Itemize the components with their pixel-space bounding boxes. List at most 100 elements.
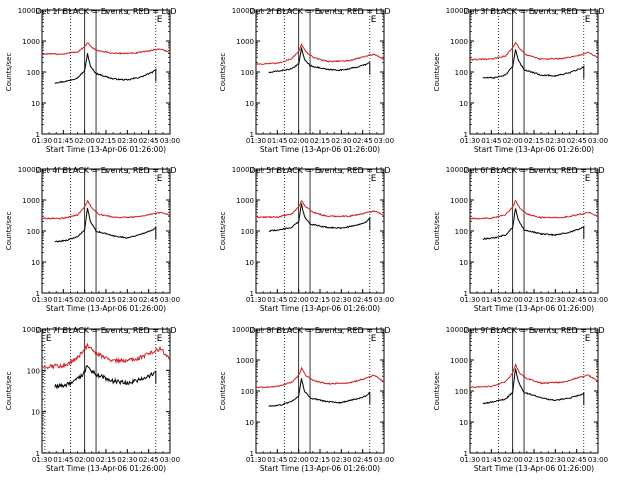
panel-det-5: Det 5f BLACK = Events, RED = LLD11010010… xyxy=(219,166,394,313)
y-tick-label: 10000 xyxy=(232,7,254,15)
y-tick-label: 10000 xyxy=(232,166,254,174)
series-lld-line xyxy=(41,199,171,220)
panel-det-2: Det 2f BLACK = Events, RED = LLD11010010… xyxy=(219,7,394,154)
x-tick-label: 02:45 xyxy=(567,456,587,464)
y-tick-label: 100 xyxy=(455,228,468,236)
x-tick-label: 01:45 xyxy=(481,137,501,145)
time-marker-label: E xyxy=(157,174,163,184)
time-marker-label: E xyxy=(46,334,52,344)
y-tick-label: 10 xyxy=(459,259,468,267)
x-tick-label: 02:15 xyxy=(310,456,330,464)
x-axis-label: Start Time (13-Apr-06 01:26:00) xyxy=(474,304,594,313)
x-tick-label: 02:00 xyxy=(289,456,309,464)
y-axis-label: Counts/sec xyxy=(5,212,13,251)
y-tick-label: 1000 xyxy=(22,38,40,46)
y-tick-label: 100 xyxy=(27,367,40,375)
series-events-line xyxy=(54,53,157,84)
y-tick-label: 10 xyxy=(245,100,254,108)
x-tick-label: 01:30 xyxy=(460,296,480,304)
series-events-line xyxy=(54,207,157,243)
x-tick-label: 01:45 xyxy=(267,137,287,145)
time-marker-label: E xyxy=(371,334,377,344)
y-tick-label: 10000 xyxy=(446,7,468,15)
panel-det-1: Det 1f BLACK = Events, RED = LLD11010010… xyxy=(5,7,180,154)
time-marker-label: E xyxy=(371,174,377,184)
series-events-line xyxy=(482,49,585,80)
series-lld-line xyxy=(255,199,385,219)
x-tick-label: 02:00 xyxy=(503,456,523,464)
panel-det-7: Det 7f BLACK = Events, RED = LLD11010010… xyxy=(5,326,180,473)
x-tick-label: 02:30 xyxy=(545,296,565,304)
x-axis-label: Start Time (13-Apr-06 01:26:00) xyxy=(46,464,166,473)
panel-det-6: Det 6f BLACK = Events, RED = LLD11010010… xyxy=(433,166,608,313)
y-tick-label: 10000 xyxy=(232,326,254,334)
y-tick-label: 1 xyxy=(36,450,40,458)
x-tick-label: 03:00 xyxy=(160,137,180,145)
y-tick-label: 10 xyxy=(31,100,40,108)
y-axis-label: Counts/sec xyxy=(219,372,227,411)
y-tick-label: 1000 xyxy=(236,38,254,46)
y-axis-label: Counts/sec xyxy=(219,212,227,251)
y-tick-label: 1 xyxy=(464,131,468,139)
y-tick-label: 1 xyxy=(250,290,254,298)
time-marker-label: E xyxy=(157,334,163,344)
y-tick-label: 10 xyxy=(31,259,40,267)
x-tick-label: 02:15 xyxy=(524,137,544,145)
time-marker-label: E xyxy=(585,174,591,184)
series-events-line xyxy=(268,203,371,232)
x-tick-label: 02:00 xyxy=(503,137,523,145)
x-tick-label: 02:30 xyxy=(331,296,351,304)
y-tick-label: 1 xyxy=(36,131,40,139)
x-tick-label: 02:00 xyxy=(75,296,95,304)
x-tick-label: 02:45 xyxy=(353,296,373,304)
x-tick-label: 02:15 xyxy=(524,456,544,464)
x-tick-label: 02:30 xyxy=(117,296,137,304)
y-tick-label: 100 xyxy=(27,69,40,77)
series-lld-line xyxy=(255,43,385,65)
x-tick-label: 02:15 xyxy=(524,296,544,304)
x-tick-label: 01:45 xyxy=(481,296,501,304)
panel-det-4: Det 4f BLACK = Events, RED = LLD11010010… xyxy=(5,166,180,313)
x-tick-label: 01:45 xyxy=(267,456,287,464)
x-tick-label: 03:00 xyxy=(374,137,394,145)
panel-det-9: Det 9f BLACK = Events, RED = LLD11010010… xyxy=(433,326,608,473)
y-axis-label: Counts/sec xyxy=(5,372,13,411)
y-tick-label: 100 xyxy=(455,69,468,77)
series-events-line xyxy=(482,368,585,406)
y-tick-label: 1 xyxy=(464,290,468,298)
x-tick-label: 01:30 xyxy=(246,137,266,145)
plot-frame xyxy=(469,9,599,135)
x-tick-label: 01:30 xyxy=(246,296,266,304)
x-tick-label: 02:30 xyxy=(545,456,565,464)
y-tick-label: 10 xyxy=(245,259,254,267)
x-tick-label: 02:15 xyxy=(310,137,330,145)
y-tick-label: 10000 xyxy=(446,326,468,334)
x-tick-label: 01:30 xyxy=(460,456,480,464)
x-tick-label: 01:30 xyxy=(32,137,52,145)
plot-frame xyxy=(255,9,385,135)
x-tick-label: 01:30 xyxy=(32,296,52,304)
x-tick-label: 03:00 xyxy=(588,137,608,145)
y-tick-label: 1000 xyxy=(236,357,254,365)
y-axis-label: Counts/sec xyxy=(433,212,441,251)
y-tick-label: 10000 xyxy=(446,166,468,174)
y-tick-label: 10 xyxy=(245,419,254,427)
panel-det-3: Det 3f BLACK = Events, RED = LLD11010010… xyxy=(433,7,608,154)
series-lld-line xyxy=(256,366,385,389)
y-tick-label: 1 xyxy=(250,450,254,458)
x-tick-label: 02:45 xyxy=(139,456,159,464)
x-tick-label: 02:00 xyxy=(75,456,95,464)
x-tick-label: 02:15 xyxy=(310,296,330,304)
x-tick-label: 02:45 xyxy=(353,137,373,145)
y-tick-label: 100 xyxy=(241,69,254,77)
x-axis-label: Start Time (13-Apr-06 01:26:00) xyxy=(46,304,166,313)
y-tick-label: 1 xyxy=(464,450,468,458)
y-tick-label: 1000 xyxy=(236,197,254,205)
series-events-line xyxy=(268,378,371,408)
x-tick-label: 02:30 xyxy=(331,137,351,145)
x-tick-label: 03:00 xyxy=(160,296,180,304)
x-tick-label: 02:00 xyxy=(75,137,95,145)
series-lld-line xyxy=(41,342,171,370)
x-tick-label: 02:30 xyxy=(117,456,137,464)
x-tick-label: 01:45 xyxy=(481,456,501,464)
